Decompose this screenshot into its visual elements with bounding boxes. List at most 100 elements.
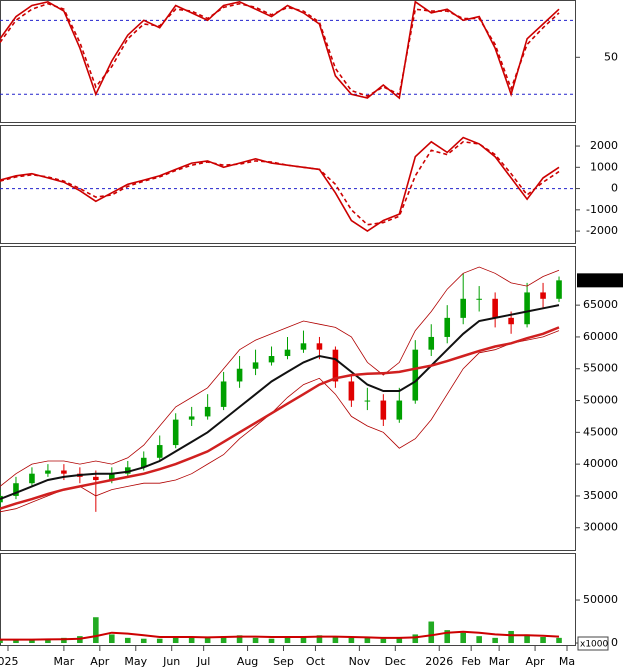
candle-body [492, 298, 498, 318]
series-line [0, 330, 560, 513]
candle-body [444, 317, 451, 337]
y-tick-label: 1000 [590, 160, 618, 173]
panel [0, 246, 576, 551]
x-tick-label: Sep [273, 655, 294, 668]
volume-bar [444, 630, 451, 644]
candle-body [396, 400, 403, 420]
volume-bar [556, 637, 562, 644]
y-tick-label: 50000 [583, 394, 618, 407]
candle-body [300, 343, 307, 350]
series-line [0, 266, 560, 487]
candle-body [188, 416, 195, 420]
series-line [0, 0, 560, 100]
candle-body [428, 336, 435, 350]
y-tick-label: 60000 [583, 330, 618, 343]
panel [0, 553, 576, 646]
candle-body [540, 292, 546, 299]
volume-bar [476, 636, 482, 644]
volume-bar [188, 637, 195, 644]
volume-bar [29, 640, 35, 644]
volume-bar [204, 637, 211, 644]
panel [0, 125, 576, 244]
x-tick-label: Jul [196, 655, 210, 668]
volume-bar [364, 637, 371, 644]
y-tick-label: 50000 [583, 593, 618, 606]
volume-bar [300, 637, 307, 644]
x-tick-label: Ma [559, 655, 575, 668]
x-tick-label: Mar [54, 655, 75, 668]
candle-body [380, 400, 387, 420]
candle-body [476, 298, 482, 300]
candle-body [140, 457, 147, 468]
volume-bar [220, 636, 227, 644]
panel [0, 0, 576, 123]
x-tick-label: Dec [385, 655, 406, 668]
volume-bar [252, 637, 259, 644]
y-tick-label: 45000 [583, 425, 618, 438]
candle-body [412, 349, 419, 401]
x-tick-label: Aug [237, 655, 258, 668]
volume-bar [332, 636, 339, 644]
volume-bar [316, 635, 323, 644]
volume-bar [380, 638, 387, 644]
series-line [0, 326, 560, 510]
x-tick-label: May [124, 655, 147, 668]
y-tick-label: 2000 [590, 139, 618, 152]
unit-label: x1000 [580, 640, 609, 650]
candle-body [204, 406, 211, 417]
volume-bar [93, 617, 99, 644]
volume-bar [540, 637, 546, 644]
volume-bar [0, 640, 3, 644]
volume-bar [412, 634, 419, 644]
candle-body [220, 381, 227, 407]
volume-bar [156, 638, 163, 644]
volume-bar [284, 636, 291, 644]
candle-body [284, 349, 291, 357]
volume-bar [13, 639, 19, 644]
candle-body [316, 343, 323, 350]
candle-body [364, 400, 371, 402]
candle-body [156, 445, 163, 458]
candle-body [93, 476, 99, 481]
candle-body [172, 419, 179, 446]
x-tick-label: Mar [489, 655, 510, 668]
volume-bar [460, 632, 466, 644]
candle-body [109, 473, 115, 481]
x-tick-label: Apr [90, 655, 110, 668]
unit-box [577, 636, 609, 651]
y-tick-label: 55000 [583, 362, 618, 375]
candle-body [268, 356, 275, 363]
candle-body [252, 362, 259, 369]
y-tick-label: 0 [611, 182, 618, 195]
candle-body [45, 470, 51, 474]
volume-bar [172, 636, 179, 644]
candle-body [332, 349, 339, 382]
volume-bar [140, 638, 147, 644]
y-tick-label: 35000 [583, 489, 618, 502]
series-line [0, 630, 560, 641]
last-price-box [577, 273, 623, 288]
candle-body [13, 483, 19, 496]
candle-body [460, 298, 466, 318]
series-line [0, 136, 560, 233]
volume-bar [61, 637, 67, 644]
y-tick-label: 30000 [583, 521, 618, 534]
volume-bar [124, 637, 131, 644]
y-tick-label: 50 [604, 50, 618, 63]
volume-bar [492, 637, 498, 644]
volume-bar [428, 621, 435, 644]
candle-body [236, 368, 243, 382]
x-tick-label: Oct [306, 655, 326, 668]
x-tick-label: Jun [162, 655, 180, 668]
y-tick-label: -1000 [586, 203, 618, 216]
candle-body [508, 317, 514, 325]
candle-body [124, 467, 131, 474]
y-tick-label: 40000 [583, 457, 618, 470]
volume-bar [508, 630, 514, 644]
y-tick-label: 0 [611, 636, 618, 649]
volume-bar [45, 638, 51, 644]
volume-bar [268, 638, 275, 644]
candle-body [348, 381, 355, 401]
